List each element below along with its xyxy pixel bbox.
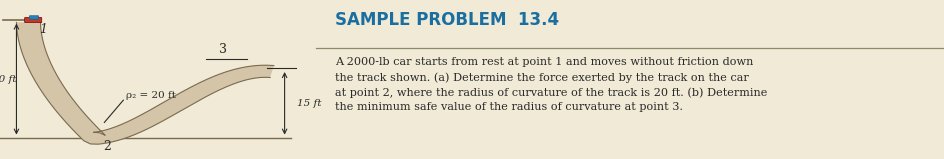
Text: 15 ft: 15 ft bbox=[297, 99, 322, 108]
Text: 3: 3 bbox=[219, 43, 227, 56]
FancyBboxPatch shape bbox=[29, 16, 39, 19]
Text: 1: 1 bbox=[40, 23, 47, 36]
Text: A 2000-lb car starts from rest at point 1 and moves without friction down
the tr: A 2000-lb car starts from rest at point … bbox=[335, 57, 767, 112]
FancyBboxPatch shape bbox=[25, 17, 42, 23]
Text: SAMPLE PROBLEM  13.4: SAMPLE PROBLEM 13.4 bbox=[335, 11, 559, 29]
Text: ρ₂ = 20 ft: ρ₂ = 20 ft bbox=[126, 91, 177, 100]
Text: 2: 2 bbox=[104, 140, 111, 153]
Text: 40 ft: 40 ft bbox=[0, 75, 16, 84]
Polygon shape bbox=[16, 22, 274, 144]
